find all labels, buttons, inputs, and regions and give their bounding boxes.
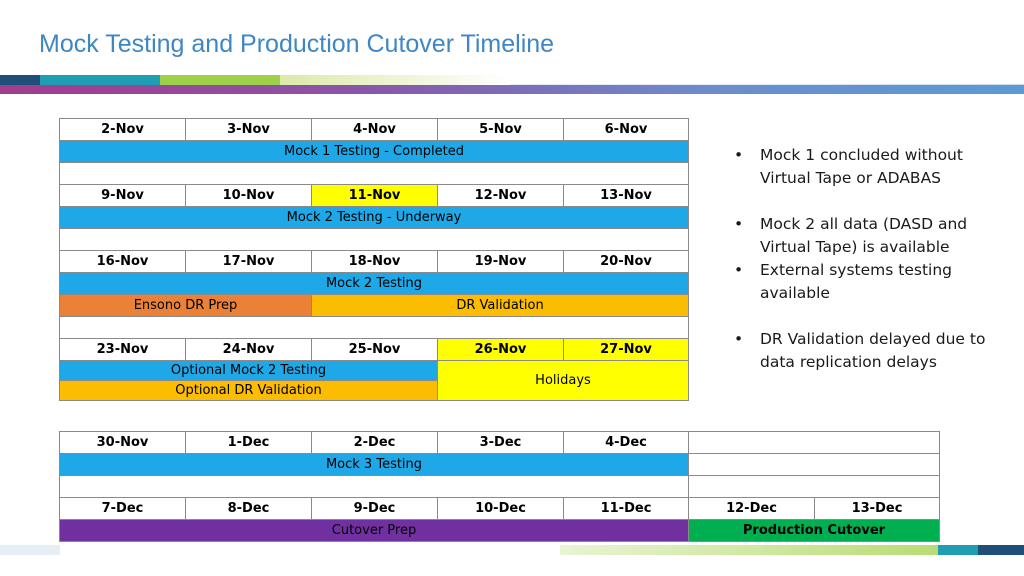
date-cell: 17-Nov [185,250,312,273]
date-cell: 1-Dec [185,431,312,454]
header-stripe-pale [280,75,510,85]
mock2-testing-underway-bar: Mock 2 Testing - Underway [59,206,689,229]
date-cell: 18-Nov [311,250,438,273]
date-cell: 30-Nov [59,431,186,454]
spacer-row [59,475,689,498]
date-cell: 19-Nov [437,250,564,273]
header-stripe-gradient [0,85,1024,94]
date-cell: 6-Nov [563,118,689,141]
note-item: DR Validation delayed due to data replic… [734,328,994,374]
spacer-row [59,316,689,339]
week-4-dates: 23-Nov 24-Nov 25-Nov 26-Nov 27-Nov [59,338,689,361]
week-5-dates: 30-Nov 1-Dec 2-Dec 3-Dec 4-Dec [59,431,940,454]
date-cell: 7-Dec [59,497,186,520]
date-cell-today: 11-Nov [311,184,438,207]
week-4-optional-mock: Optional Mock 2 Testing Holidays [59,360,689,401]
week-3-dr: Ensono DR Prep DR Validation [59,294,689,317]
date-cell: 3-Nov [185,118,312,141]
date-cell: 25-Nov [311,338,438,361]
date-cell: 12-Dec [688,497,815,520]
mock1-testing-bar: Mock 1 Testing - Completed [59,140,689,163]
note-item: Mock 2 all data (DASD and Virtual Tape) … [734,213,994,259]
week-6-activity: Cutover Prep Production Cutover [59,519,940,542]
header-stripe-navy [0,75,40,85]
date-cell: 4-Dec [563,431,689,454]
spacer-row [59,162,689,185]
date-cell: 12-Nov [437,184,564,207]
date-cell: 8-Dec [185,497,312,520]
date-cell: 11-Dec [563,497,689,520]
mock3-testing-bar: Mock 3 Testing [59,453,689,476]
footer-stripe-teal [938,545,978,555]
date-cell: 10-Dec [437,497,564,520]
footer-stripe-navy [978,545,1024,555]
optional-dr-validation-bar: Optional DR Validation [59,380,438,401]
ensono-dr-prep-bar: Ensono DR Prep [59,294,312,317]
date-cell: 10-Nov [185,184,312,207]
date-cell: 2-Nov [59,118,186,141]
date-cell: 24-Nov [185,338,312,361]
timeline-table-nov: 2-Nov 3-Nov 4-Nov 5-Nov 6-Nov Mock 1 Tes… [59,118,689,401]
footer-stripe-lime [560,545,940,555]
note-item: External systems testing available [734,259,994,305]
week-2-activity: Mock 2 Testing - Underway [59,206,689,229]
cutover-prep-bar: Cutover Prep [59,519,689,542]
timeline-table-dec: 30-Nov 1-Dec 2-Dec 3-Dec 4-Dec Mock 3 Te… [59,431,940,542]
date-cell: 5-Nov [437,118,564,141]
date-cell-holiday: 27-Nov [563,338,689,361]
spacer-row [59,228,689,251]
production-cutover-bar: Production Cutover [688,519,940,542]
note-item: Mock 1 concluded without Virtual Tape or… [734,144,994,190]
header-stripe-teal [40,75,160,85]
date-cell: 4-Nov [311,118,438,141]
empty-cell [688,431,940,454]
footer-stripe-left [0,545,60,555]
week-1-activity: Mock 1 Testing - Completed [59,140,689,163]
holidays-block: Holidays [437,360,689,401]
dr-validation-bar: DR Validation [311,294,689,317]
slide-title: Mock Testing and Production Cutover Time… [39,30,555,58]
week-2-dates: 9-Nov 10-Nov 11-Nov 12-Nov 13-Nov [59,184,689,207]
header-stripe-lime [160,75,280,85]
date-cell: 2-Dec [311,431,438,454]
week-6-dates: 7-Dec 8-Dec 9-Dec 10-Dec 11-Dec 12-Dec 1… [59,497,940,520]
week-3-activity: Mock 2 Testing [59,272,689,295]
date-cell: 13-Dec [814,497,940,520]
date-cell: 16-Nov [59,250,186,273]
date-cell-holiday: 26-Nov [437,338,564,361]
date-cell: 20-Nov [563,250,689,273]
week-5-activity: Mock 3 Testing [59,453,940,476]
empty-cell [688,475,940,498]
week-3-dates: 16-Nov 17-Nov 18-Nov 19-Nov 20-Nov [59,250,689,273]
mock2-testing-bar: Mock 2 Testing [59,272,689,295]
date-cell: 23-Nov [59,338,186,361]
date-cell: 3-Dec [437,431,564,454]
status-notes: Mock 1 concluded without Virtual Tape or… [734,144,994,374]
date-cell: 9-Nov [59,184,186,207]
date-cell: 13-Nov [563,184,689,207]
week-4-optional-dr: Optional DR Validation [59,380,689,401]
date-cell: 9-Dec [311,497,438,520]
empty-cell [688,453,940,476]
week-1-dates: 2-Nov 3-Nov 4-Nov 5-Nov 6-Nov [59,118,689,141]
optional-mock2-testing-bar: Optional Mock 2 Testing [59,360,438,381]
